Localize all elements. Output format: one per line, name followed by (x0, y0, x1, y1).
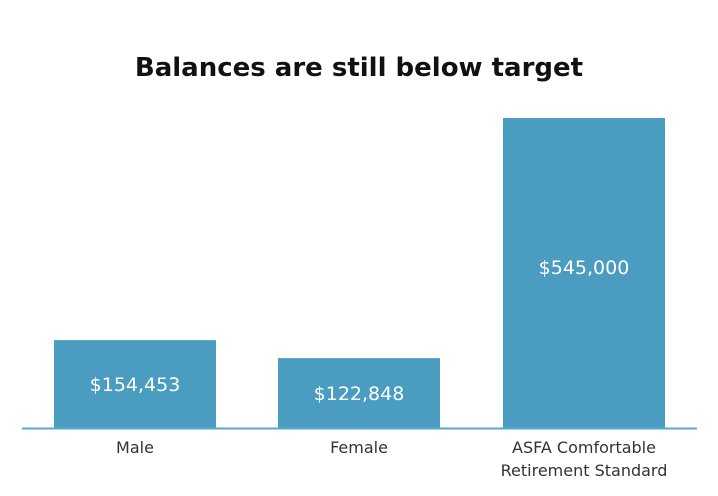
category-label-1: Female (330, 438, 388, 457)
bar-0 (54, 340, 216, 428)
category-label-line-2-1: Retirement Standard (501, 461, 668, 480)
category-label-line-2-0: ASFA Comfortable (512, 438, 656, 457)
bars-group (54, 118, 665, 428)
value-label-2: $545,000 (539, 257, 630, 279)
bar-1 (278, 358, 440, 428)
chart-title: Balances are still below target (135, 53, 583, 83)
value-label-1: $122,848 (314, 383, 405, 405)
category-label-0: Male (116, 438, 154, 457)
category-label-2: ASFA Comfortable Retirement Standard (501, 438, 668, 480)
bar-2 (503, 118, 665, 428)
category-labels-group: Male Female ASFA Comfortable Retirement Sta… (116, 438, 667, 480)
value-label-0: $154,453 (90, 374, 181, 396)
value-labels-group: $154,453 $122,848 $545,000 (90, 257, 630, 405)
category-label-line-1-0: Female (330, 438, 388, 457)
category-label-line-0-0: Male (116, 438, 154, 457)
